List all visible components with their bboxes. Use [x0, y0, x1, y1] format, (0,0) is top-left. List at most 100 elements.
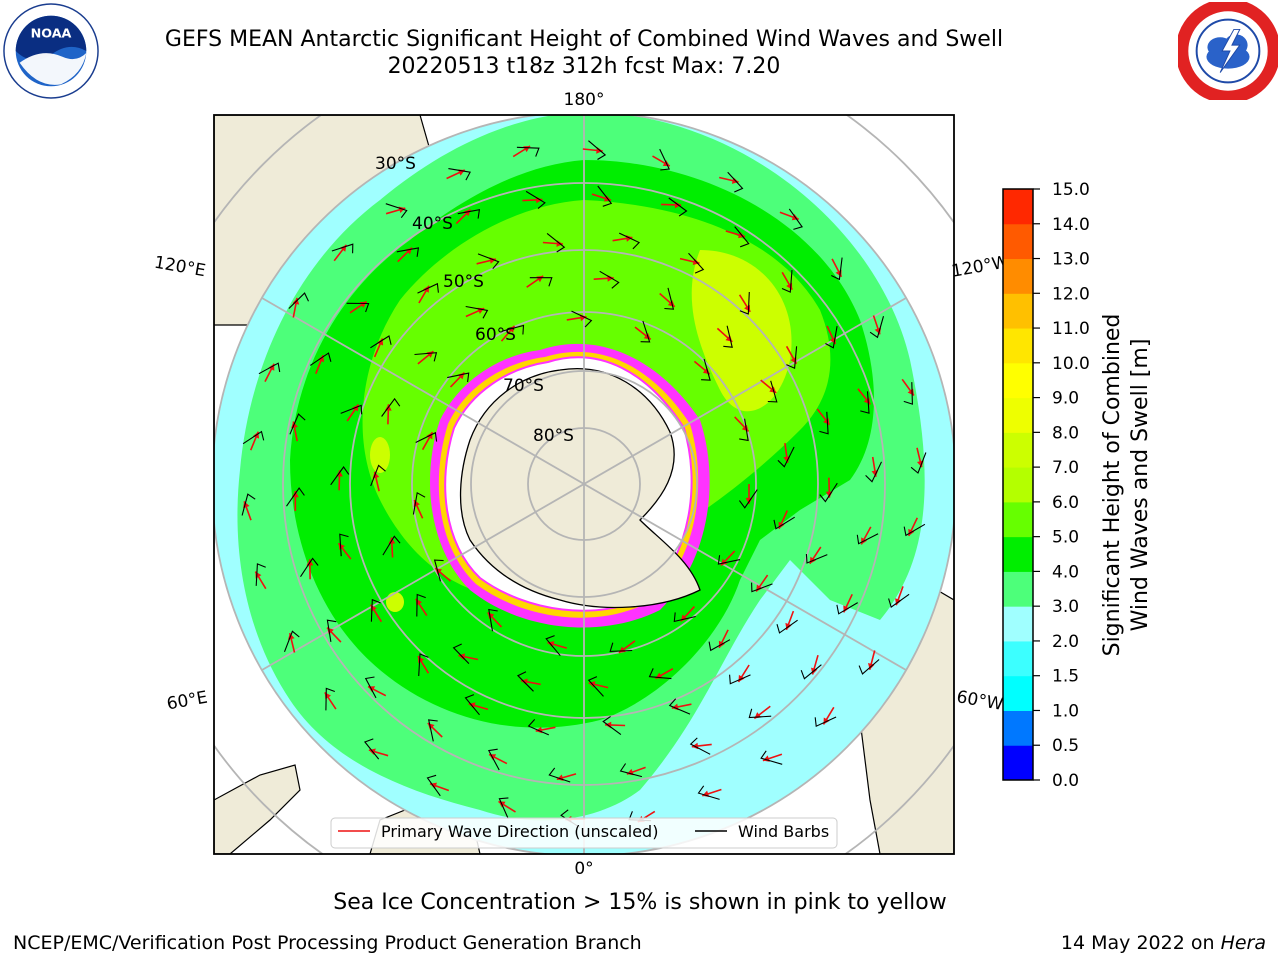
wind-barb [527, 719, 550, 736]
wind-barb [738, 489, 758, 509]
wind-barb [869, 316, 885, 339]
colorbar-tick-label: 8.0 [1052, 423, 1079, 443]
wind-barb [416, 593, 426, 617]
wind-barb [673, 612, 696, 623]
wind-barb [326, 619, 337, 642]
wind-barb [525, 190, 546, 210]
colorbar [1003, 189, 1033, 781]
wind-barb [529, 277, 553, 287]
colorbar-tick-label: 10.0 [1052, 354, 1090, 374]
wind-barb [382, 535, 401, 556]
colorbar-label-line1: Significant Height of Combined [1100, 313, 1125, 657]
colorbar-ticks: 0.0 0.5 1.0 1.5 2.0 3.0 4.0 5.0 6.0 7.0 8.0 9.0 10.0… [1033, 180, 1090, 791]
wind-barb [288, 292, 309, 309]
wind-barb [597, 185, 613, 207]
wind-barb [516, 146, 540, 157]
wind-barb [364, 676, 377, 699]
wind-barb [910, 452, 927, 474]
antarctica [459, 368, 701, 609]
colorbar-tick-label: 12.0 [1052, 284, 1090, 304]
wind-barb [668, 197, 688, 217]
colorbar-tick-label: 14.0 [1052, 215, 1090, 235]
wind-barb [739, 418, 749, 442]
colorbar-segment [1003, 501, 1033, 538]
wind-barb [668, 698, 691, 715]
lat-label-80s: 80°S [533, 426, 574, 446]
wind-barb [286, 487, 305, 507]
wind-barb [777, 446, 795, 468]
wind-barb [664, 287, 675, 310]
wind-barb [346, 302, 370, 313]
wind-barb [860, 391, 870, 414]
colorbar-tick-label: 2.0 [1052, 632, 1079, 652]
wind-barb [465, 305, 489, 319]
wind-barb [283, 630, 300, 652]
wind-barb [242, 430, 265, 445]
wind-barb [856, 533, 879, 545]
wind-barb [708, 639, 731, 652]
colorbar-tick-label: 0.0 [1052, 771, 1079, 791]
wind-barb [819, 482, 838, 503]
footer-date: 14 May 2022 on Hera [1061, 932, 1266, 954]
wind-barb [648, 668, 672, 680]
colorbar-tick-label: 11.0 [1052, 319, 1090, 339]
wind-barb [903, 382, 913, 405]
colorbar-tick-label: 9.0 [1052, 389, 1079, 409]
wind-barb [776, 619, 798, 634]
wind-barb [717, 555, 741, 565]
footer-host: Hera [1220, 932, 1266, 954]
colorbar-segment [1003, 397, 1033, 433]
wind-barb [477, 253, 500, 270]
wind-barb [599, 270, 620, 289]
graticule [214, 115, 954, 854]
wind-barb [309, 352, 332, 366]
colorbar-segment [1003, 536, 1033, 572]
wind-barb [836, 602, 858, 615]
wind-barb [545, 635, 561, 657]
colorbar-tick-label: 0.5 [1052, 736, 1079, 756]
wind-barbs [241, 140, 927, 828]
lon-label-180: 180° [564, 90, 605, 110]
colorbar-segment [1003, 606, 1033, 642]
wind-barb [546, 232, 566, 253]
lat-label-40s: 40°S [412, 214, 453, 234]
wind-barb [415, 431, 438, 443]
colorbar-segment [1003, 467, 1033, 503]
wind-barb [548, 767, 571, 783]
wind-barb [739, 291, 750, 315]
wind-barb [609, 642, 633, 652]
colorbar-label-line2: Wind Waves and Swell [m] [1128, 338, 1153, 632]
wind-barb [697, 785, 720, 800]
wind-barb [448, 168, 471, 181]
colorbar-tick-label: 1.0 [1052, 701, 1079, 721]
wind-barb [571, 310, 593, 328]
wind-barb [701, 358, 711, 381]
lon-label-60e: 60°E [165, 688, 209, 715]
footer-branch: NCEP/EMC/Verification Post Processing Pr… [13, 932, 642, 954]
wind-barb [689, 737, 711, 755]
wind-barb [688, 252, 705, 274]
wind-barb [339, 533, 349, 557]
wind-barb [498, 797, 509, 820]
map-legend: Primary Wave Direction (unscaled) Wind B… [330, 817, 838, 849]
colorbar-segment [1003, 745, 1033, 781]
wind-barb [426, 774, 441, 797]
wind-barb [447, 372, 470, 383]
lon-label-0: 0° [574, 859, 593, 879]
svg-text:NOAA: NOAA [31, 26, 72, 41]
wind-barb [340, 404, 363, 415]
wind-barb [487, 748, 500, 771]
lon-label-60w: 60°W [955, 687, 1005, 715]
wind-barb [433, 559, 444, 582]
wind-barb [414, 352, 438, 362]
wind-barb [396, 247, 420, 257]
wind-barb [331, 243, 354, 254]
wind-barb [412, 491, 426, 515]
wave-arrow-head [667, 300, 675, 307]
wind-barb [428, 719, 438, 742]
footer-date-text: 14 May 2022 on [1060, 932, 1221, 954]
wind-barb [831, 257, 843, 281]
wind-barb [786, 346, 798, 370]
wind-barb [370, 335, 392, 349]
